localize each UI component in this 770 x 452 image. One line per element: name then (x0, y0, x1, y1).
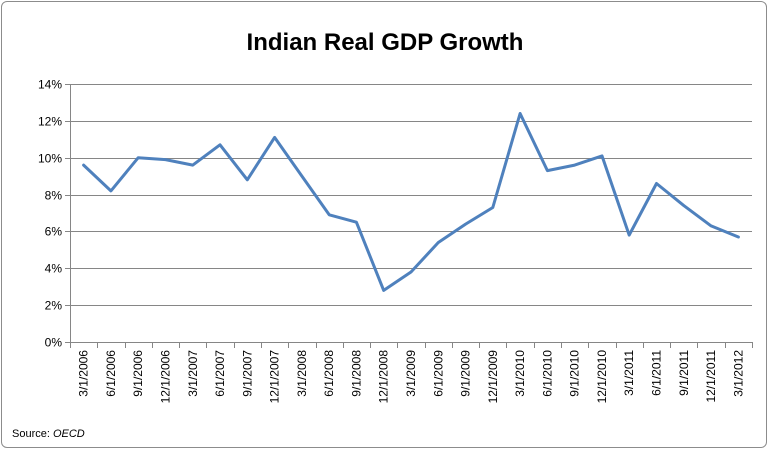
x-tick-label: 12/1/2008 (377, 350, 391, 404)
y-tick-label: 0% (45, 336, 63, 350)
x-tick-label: 6/1/2010 (540, 350, 554, 397)
x-tick-label: 3/1/2008 (295, 350, 309, 397)
y-tick-label: 4% (45, 262, 63, 276)
x-tick-label: 3/1/2012 (731, 350, 745, 397)
x-tick-label: 3/1/2007 (186, 350, 200, 397)
x-tick-label: 6/1/2006 (104, 350, 118, 397)
x-tick-label: 6/1/2011 (650, 350, 664, 396)
x-tick-label: 9/1/2011 (677, 350, 691, 396)
x-tick-label: 3/1/2011 (622, 350, 636, 396)
source-note: Source: OECD (12, 428, 85, 440)
x-tick-label: 3/1/2006 (77, 350, 91, 397)
x-tick-label: 6/1/2007 (213, 350, 227, 397)
y-tick-labels: 0% 2% 4% 6% 8% 10% 12% 14% (38, 78, 62, 350)
x-tick-label: 3/1/2009 (404, 350, 418, 397)
axes (65, 84, 753, 348)
x-tick-label: 12/1/2009 (486, 350, 500, 404)
x-tick-label: 9/1/2010 (568, 350, 582, 397)
x-tick-label: 12/1/2010 (595, 350, 609, 404)
gridlines (70, 84, 752, 306)
x-tick-label: 12/1/2006 (158, 350, 172, 404)
x-tick-label: 9/1/2008 (349, 350, 363, 397)
series-lines (82, 112, 740, 292)
source-name: OECD (53, 428, 85, 440)
y-tick-label: 8% (45, 189, 63, 203)
series-line (82, 112, 740, 292)
chart-title: Indian Real GDP Growth (247, 29, 524, 56)
x-tick-label: 12/1/2011 (704, 350, 718, 403)
y-tick-label: 2% (45, 299, 63, 313)
y-tick-label: 10% (38, 152, 62, 166)
x-tick-label: 6/1/2009 (431, 350, 445, 397)
y-tick-label: 14% (38, 78, 62, 92)
x-tick-label: 12/1/2007 (268, 350, 282, 404)
x-tick-label: 9/1/2009 (459, 350, 473, 397)
y-tick-label: 12% (38, 115, 62, 129)
x-tick-label: 3/1/2010 (513, 350, 527, 397)
x-tick-label: 6/1/2008 (322, 350, 336, 397)
y-tick-label: 6% (45, 225, 63, 239)
x-tick-labels: 3/1/2006 6/1/2006 9/1/2006 12/1/2006 3/1/200… (77, 350, 746, 404)
x-tick-label: 9/1/2007 (240, 350, 254, 397)
x-tick-label: 9/1/2006 (131, 350, 145, 397)
source-prefix: Source: (12, 428, 53, 440)
